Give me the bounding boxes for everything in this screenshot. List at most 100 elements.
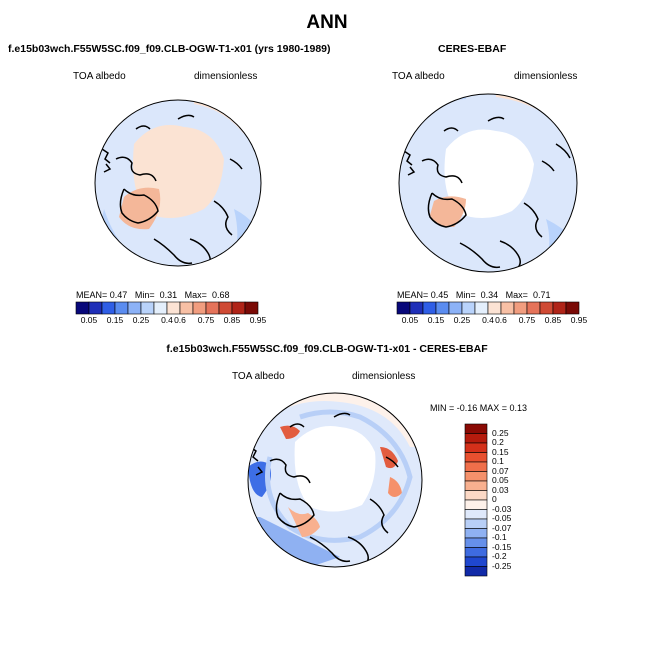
diff-colorbar-tick-label: -0.07 [492, 522, 512, 533]
diff-ring-negative [265, 409, 413, 543]
panel1-colorbar-tick-label: 0.75 [197, 315, 215, 325]
diff-colorbar-tick-label: 0.1 [492, 456, 504, 466]
panel1-colorbar-ticks: 0.05 0.15 0.25 0.4 0.6 0.75 0.85 0.95 [76, 315, 267, 327]
diff-positive-patch-1 [280, 425, 300, 439]
diff-colorbar-swatch [464, 452, 488, 463]
panel1-colorbar-swatch [75, 301, 90, 315]
diff-colorbar-tick-label: -0.25 [492, 560, 512, 571]
panel2-colorbar-swatch [539, 301, 554, 315]
diff-colorbar-swatch [464, 537, 488, 548]
panel1-colorbar-swatch [153, 301, 168, 315]
panel2-units-label: dimensionless [514, 71, 578, 82]
panel1-variable-label: TOA albedo [73, 71, 126, 82]
panel1-map-border [94, 99, 262, 267]
panel2-colorbar-swatch [474, 301, 489, 315]
diff-positive-patch-3 [388, 477, 402, 497]
diff-colorbar-swatch [464, 480, 488, 491]
diff-colorbar-swatch [464, 518, 488, 529]
diff-colorbar-swatch [464, 547, 488, 558]
diff-colorbar-swatch [464, 566, 488, 577]
panel2-colorbar-tick-label: 0.25 [453, 315, 471, 325]
panel2-colorbar-tick-label: 0.6 [495, 315, 507, 325]
panel1-colorbar-tick-label: 0.25 [132, 315, 150, 325]
panel1-colorbar-swatch [166, 301, 181, 315]
diff-colorbar [464, 423, 488, 577]
panel1-colorbar-tick-label: 0.4 [161, 315, 173, 325]
diff-colorbar-tick-label: -0.05 [492, 513, 512, 523]
diff-colorbar-swatch [464, 490, 488, 501]
panel1-colorbar-tick-label: 0.6 [174, 315, 186, 325]
panel2-greenland-region [430, 196, 466, 227]
diff-colorbar-swatch [464, 556, 488, 567]
panel1-colorbar-tick-label: 0.05 [80, 315, 98, 325]
panel1-colorbar-swatch [231, 301, 246, 315]
diff-colorbar-swatch [464, 509, 488, 520]
panel2-colorbar [396, 301, 580, 315]
diff-colorbar-swatch [464, 423, 488, 434]
panel2-colorbar-ticks: 0.05 0.15 0.25 0.4 0.6 0.75 0.85 0.95 [397, 315, 588, 327]
panel2-colorbar-swatch [448, 301, 463, 315]
panel2-coastlines [403, 116, 571, 272]
panel2-polar-map [398, 93, 578, 273]
panel1-colorbar-swatch [127, 301, 142, 315]
panel2-colorbar-swatch [409, 301, 424, 315]
panel2-colorbar-swatch [526, 301, 541, 315]
diff-arctic-zero [294, 426, 376, 512]
diff-minmax: MIN = -0.16 MAX = 0.13 [430, 403, 528, 413]
diff-colorbar-swatch [464, 499, 488, 510]
panel2-colorbar-swatch [565, 301, 580, 315]
panel2-colorbar-swatch [500, 301, 515, 315]
panel1-stats: MEAN= 0.47 Min= 0.31 Max= 0.68 [76, 290, 230, 300]
panel2-colorbar-tick-label: 0.75 [518, 315, 536, 325]
diff-colorbar-tick-label: 0.15 [492, 446, 509, 457]
diff-variable-label: TOA albedo [232, 371, 285, 382]
panel1-colorbar-swatch [205, 301, 220, 315]
diff-colorbar-tick-label: 0.05 [492, 475, 509, 485]
diff-colorbar-swatch [464, 528, 488, 539]
panel2-colorbar-swatch [552, 301, 567, 315]
panel2-colorbar-swatch [487, 301, 502, 315]
panel1-colorbar-swatch [101, 301, 116, 315]
diff-colorbar-swatch [464, 461, 488, 472]
panel1-colorbar [75, 301, 259, 315]
diff-colorbar-tick-label: 0 [492, 494, 497, 504]
panel2-min-value: 0.34 [480, 290, 499, 300]
panel2-map-border [398, 93, 578, 273]
panel1-coastlines [101, 114, 243, 266]
panel2-variable-label: TOA albedo [392, 71, 445, 82]
diff-colorbar-tick-label: -0.2 [492, 551, 507, 561]
panel2-colorbar-tick-label: 0.4 [482, 315, 494, 325]
diff-panel-title: f.e15b03wch.F55W5SC.f09_f09.CLB-OGW-T1-x… [166, 343, 488, 355]
diff-greenland-patch [288, 507, 320, 537]
panel1-max-value: 0.68 [211, 290, 230, 300]
panel2-mean-value: 0.45 [430, 290, 449, 300]
panel1-mean-value: 0.47 [109, 290, 128, 300]
panel1-colorbar-swatch [192, 301, 207, 315]
panel2-colorbar-swatch [422, 301, 437, 315]
panel2-arctic-region [444, 129, 534, 219]
diff-colorbar-swatch [464, 442, 488, 453]
panel2-colorbar-tick-label: 0.95 [570, 315, 588, 325]
diff-colorbar-ticks: 0.25 0.2 0.15 0.1 0.07 0.05 0.03 0 -0.03 -0.05 -0.… [492, 424, 532, 576]
panel2-colorbar-tick-label: 0.15 [427, 315, 445, 325]
panel1-polar-map [94, 99, 262, 267]
panel1-colorbar-swatch [140, 301, 155, 315]
panel1-units-label: dimensionless [194, 71, 258, 82]
panel1-colorbar-tick-label: 0.95 [249, 315, 267, 325]
diff-map-border [247, 392, 423, 568]
panel1-title: f.e15b03wch.F55W5SC.f09_f09.CLB-OGW-T1-x… [8, 43, 331, 55]
panel2-colorbar-swatch [461, 301, 476, 315]
diff-polar-map [247, 392, 423, 568]
diff-colorbar-tick-label: 0.25 [492, 427, 509, 438]
diff-colorbar-tick-label: 0.03 [492, 484, 509, 495]
panel1-colorbar-tick-label: 0.15 [106, 315, 124, 325]
panel2-colorbar-swatch [435, 301, 450, 315]
diff-colorbar-tick-label: 0.07 [492, 465, 509, 476]
panel2-title: CERES-EBAF [438, 43, 507, 55]
diff-colorbar-swatch [464, 433, 488, 444]
diff-colorbar-tick-label: 0.2 [492, 437, 504, 447]
panel2-stats: MEAN= 0.45 Min= 0.34 Max= 0.71 [397, 290, 551, 300]
panel2-colorbar-tick-label: 0.05 [401, 315, 419, 325]
panel1-colorbar-swatch [244, 301, 259, 315]
diff-colorbar-tick-label: -0.03 [492, 503, 512, 514]
